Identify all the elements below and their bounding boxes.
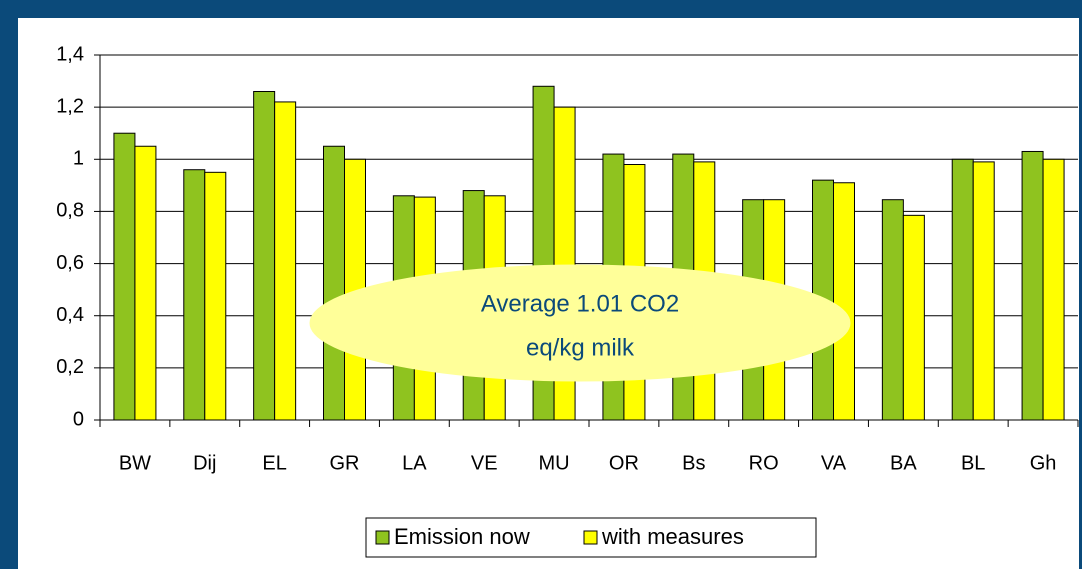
y-tick-label: 1,2 — [56, 95, 84, 117]
x-tick-label: BW — [119, 452, 151, 474]
y-tick-label: 0,8 — [56, 200, 84, 222]
bar — [1042, 158, 1065, 421]
y-tick-label: 0 — [73, 408, 84, 430]
x-tick-label: VA — [821, 452, 847, 474]
bar — [1021, 150, 1044, 421]
bar — [833, 182, 855, 421]
bar — [113, 132, 136, 421]
x-tick-label: BL — [961, 452, 985, 474]
y-tick-label: 1 — [73, 148, 84, 170]
bar — [972, 161, 995, 421]
x-tick-label: GR — [330, 452, 360, 474]
bar — [204, 171, 227, 421]
x-tick-label: EL — [262, 452, 286, 474]
y-tick-label: 1,4 — [56, 43, 84, 65]
y-tick-label: 0,6 — [56, 252, 84, 274]
annotation: eq/kg milk — [526, 334, 635, 361]
bar — [951, 158, 974, 421]
legend-label: with measures — [601, 524, 744, 549]
y-tick-label: 0,2 — [56, 356, 84, 378]
bar — [134, 145, 157, 421]
bar — [253, 91, 276, 421]
annotation: Average 1.01 CO2 — [481, 290, 679, 317]
y-tick-label: 0,4 — [56, 304, 84, 326]
x-tick-label: VE — [471, 452, 498, 474]
x-tick-label: RO — [749, 452, 779, 474]
legend-swatch — [583, 530, 598, 545]
legend-swatch — [375, 530, 390, 545]
bar — [323, 145, 345, 421]
x-tick-label: MU — [539, 452, 570, 474]
bar — [274, 101, 297, 421]
x-tick-label: Gh — [1030, 452, 1057, 474]
x-tick-label: Bs — [682, 452, 705, 474]
x-tick-label: BA — [890, 452, 917, 474]
bar — [902, 214, 925, 421]
x-tick-label: LA — [402, 452, 427, 474]
annotation-bubble — [309, 264, 851, 382]
bar — [183, 169, 206, 421]
x-tick-label: Dij — [193, 452, 216, 474]
bar — [881, 199, 904, 421]
legend-label: Emission now — [394, 524, 530, 549]
x-tick-label: OR — [609, 452, 639, 474]
